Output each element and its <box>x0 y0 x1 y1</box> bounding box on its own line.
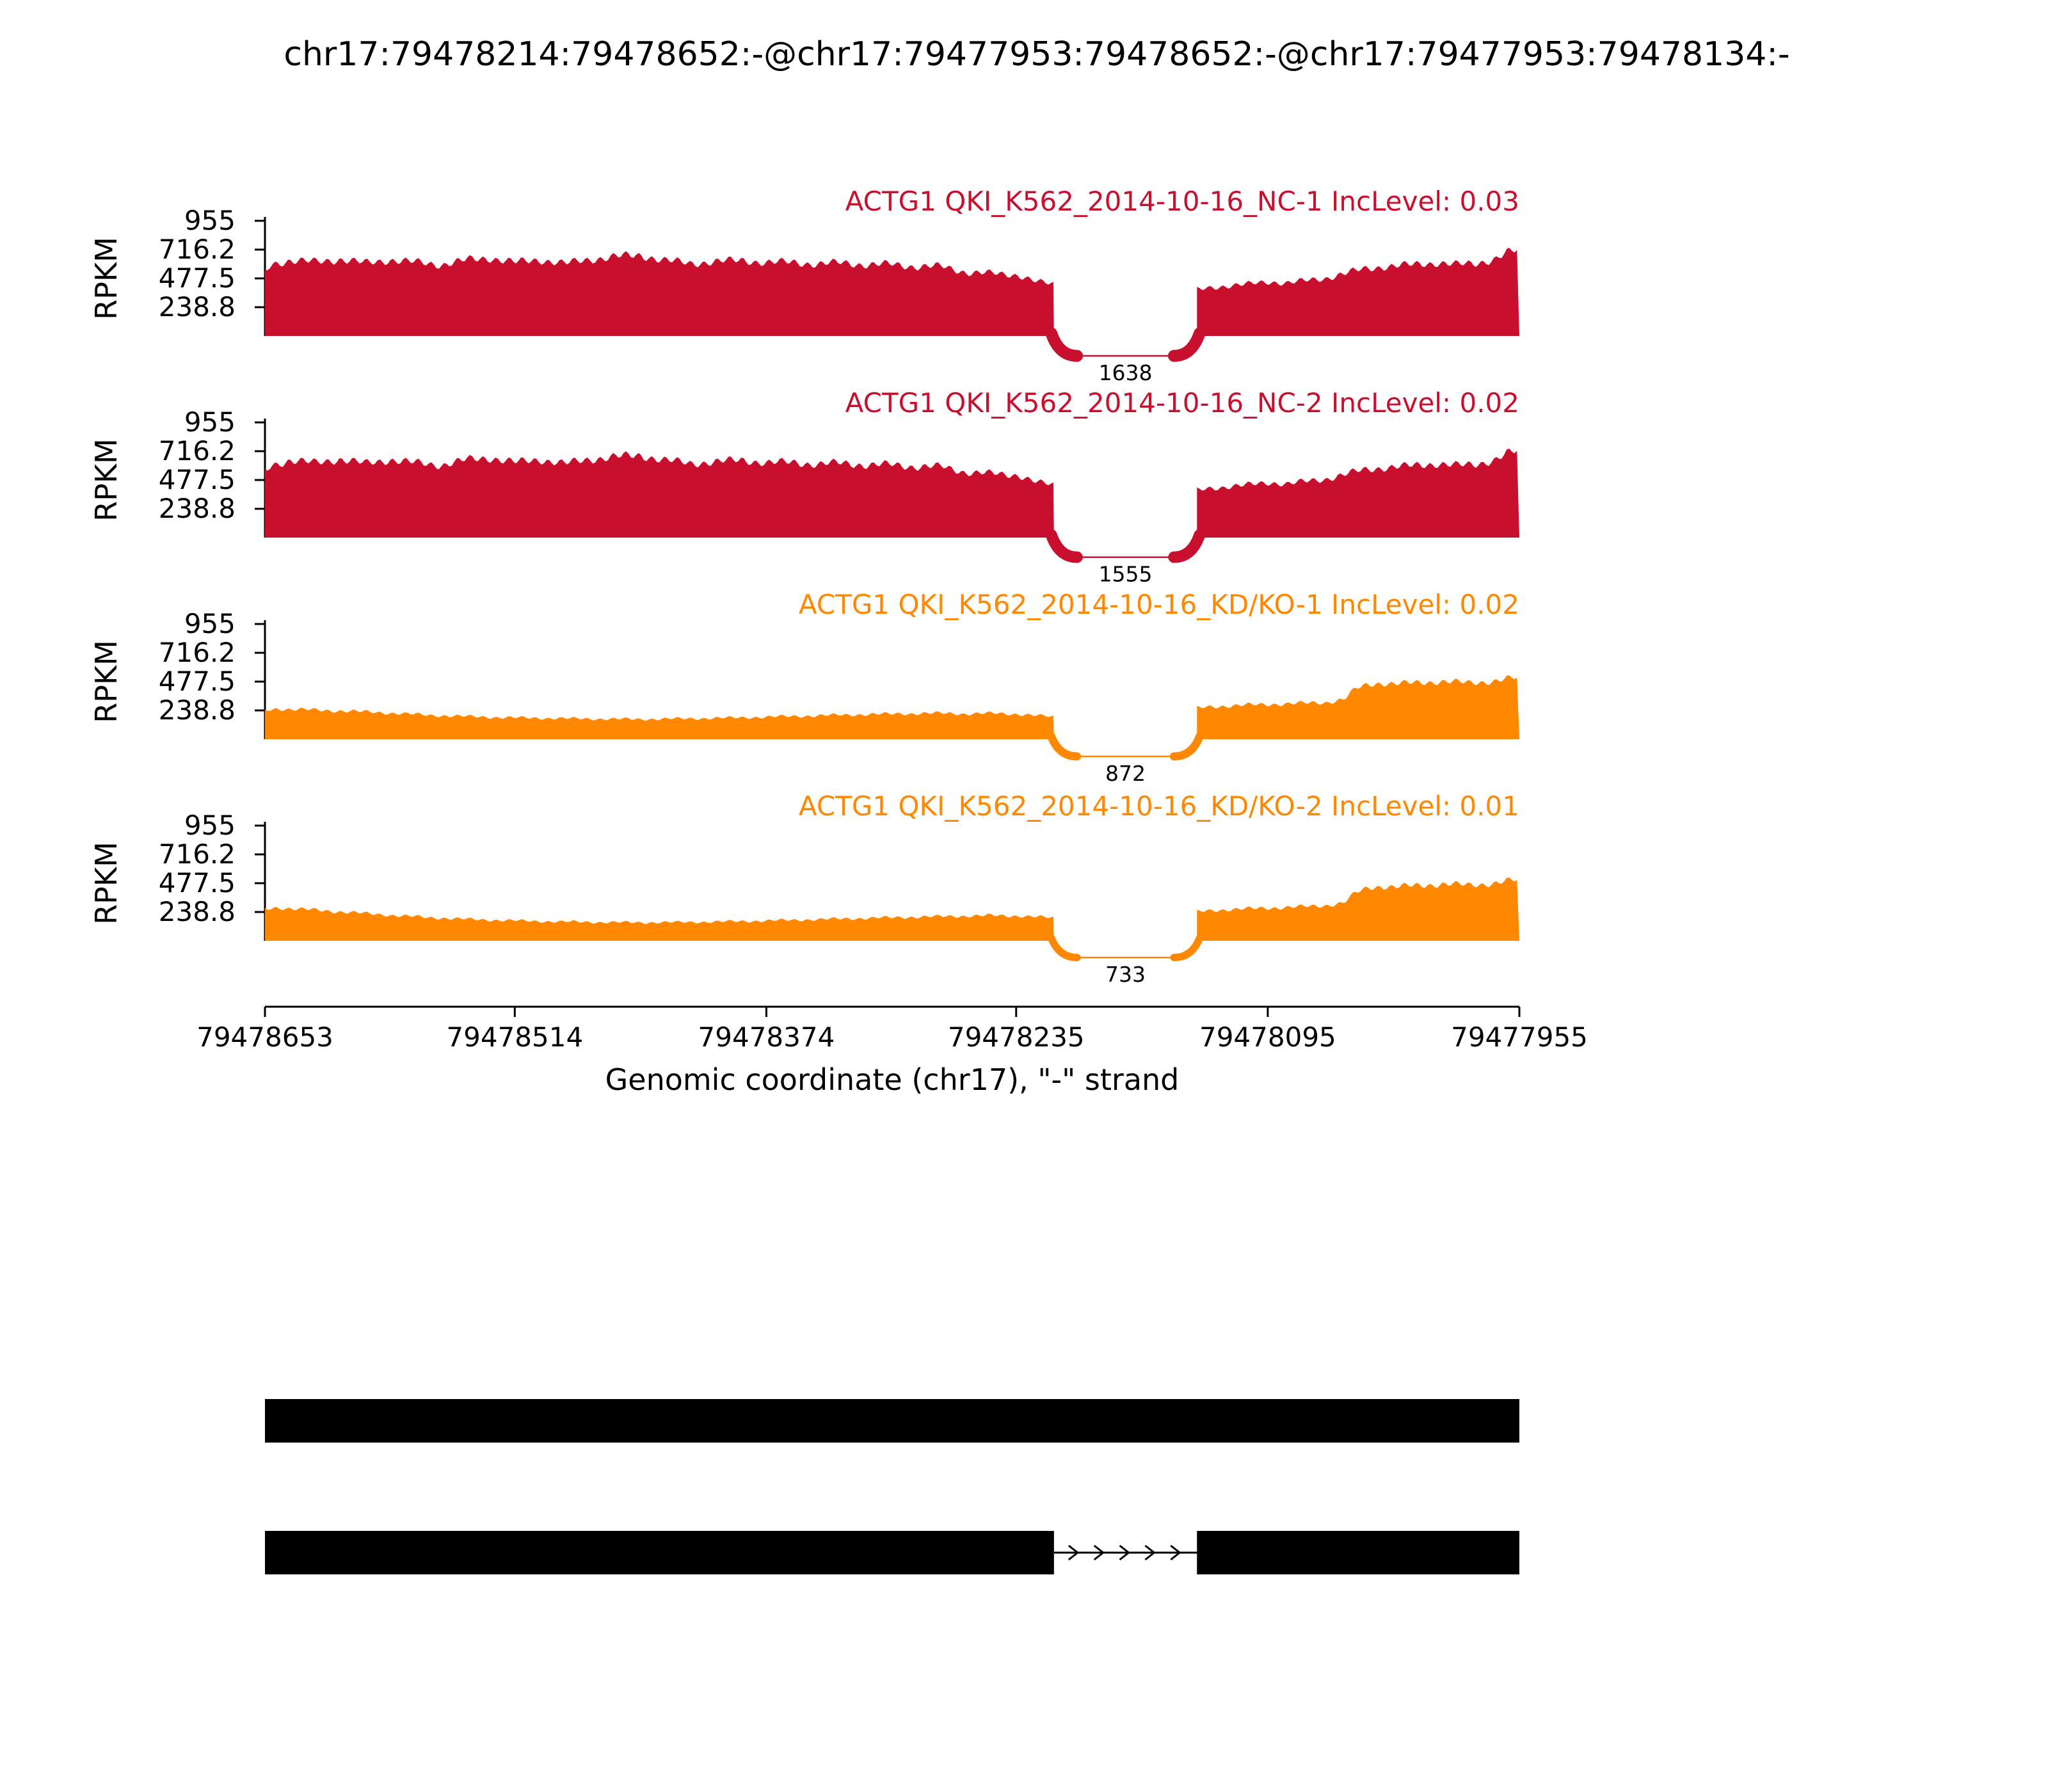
junction-count-label: 1555 <box>1099 562 1153 587</box>
coverage-area-left <box>265 251 1054 336</box>
track-label: ACTG1 QKI_K562_2014-10-16_KD/KO-2 IncLev… <box>799 790 1519 822</box>
y-axis-label: RPKM <box>89 438 124 522</box>
y-tick-label: 716.2 <box>159 637 236 668</box>
isoform-inclusion-exon <box>265 1399 1519 1443</box>
strand-arrow-icon <box>1093 1544 1105 1561</box>
junction-right-hook <box>1168 529 1206 563</box>
x-tick-label: 79478374 <box>698 1021 835 1053</box>
y-tick-label: 238.8 <box>159 291 236 323</box>
y-tick-label: 238.8 <box>159 493 236 524</box>
y-tick-label: 238.8 <box>159 694 236 726</box>
y-tick-label: 716.2 <box>159 838 236 870</box>
junction-right-hook <box>1169 732 1204 761</box>
coverage-area-left <box>265 907 1054 941</box>
isoform-skipping-exon <box>1197 1531 1519 1574</box>
x-tick-label: 79478235 <box>948 1021 1085 1053</box>
y-tick-label: 477.5 <box>159 666 236 697</box>
track-label: ACTG1 QKI_K562_2014-10-16_NC-1 IncLevel:… <box>845 186 1519 217</box>
junction-left-hook <box>1045 529 1083 563</box>
junction-count-label: 872 <box>1105 761 1146 786</box>
x-axis-title: Genomic coordinate (chr17), "-" strand <box>605 1062 1180 1097</box>
y-tick-label: 955 <box>184 810 236 841</box>
x-tick-label: 79477955 <box>1451 1021 1588 1053</box>
track-label: ACTG1 QKI_K562_2014-10-16_NC-2 IncLevel:… <box>845 387 1519 419</box>
junction-left-hook <box>1047 732 1082 761</box>
strand-arrow-icon <box>1119 1544 1130 1561</box>
y-tick-label: 477.5 <box>159 262 236 294</box>
coverage-area-right <box>1197 448 1519 538</box>
coverage-area-right <box>1197 877 1519 941</box>
y-tick-label: 716.2 <box>159 435 236 467</box>
strand-arrow-icon <box>1068 1544 1080 1561</box>
y-tick-label: 477.5 <box>159 464 236 495</box>
x-tick-label: 79478095 <box>1199 1021 1336 1053</box>
junction-left-hook <box>1048 934 1081 961</box>
y-tick-label: 955 <box>184 608 236 639</box>
isoform-skipping-exon <box>265 1531 1054 1574</box>
junction-left-hook <box>1045 327 1084 362</box>
y-tick-label: 955 <box>184 205 236 236</box>
y-axis-label: RPKM <box>89 842 124 925</box>
strand-arrow-icon <box>1144 1544 1156 1561</box>
y-tick-label: 716.2 <box>159 234 236 265</box>
y-axis-label: RPKM <box>89 237 124 320</box>
coverage-area-right <box>1197 248 1519 336</box>
junction-right-hook <box>1170 934 1204 961</box>
figure-title: chr17:79478214:79478652:-@chr17:79477953… <box>284 35 1790 74</box>
track-label: ACTG1 QKI_K562_2014-10-16_KD/KO-1 IncLev… <box>799 589 1519 620</box>
y-axis-label: RPKM <box>89 640 124 723</box>
x-tick-label: 79478514 <box>446 1021 583 1053</box>
junction-count-label: 1638 <box>1099 360 1153 385</box>
coverage-area-right <box>1197 675 1519 739</box>
junction-right-hook <box>1167 327 1206 362</box>
junction-count-label: 733 <box>1105 962 1146 987</box>
y-tick-label: 955 <box>184 406 236 438</box>
coverage-area-left <box>265 451 1054 538</box>
coverage-area-left <box>265 707 1054 739</box>
strand-arrow-icon <box>1170 1544 1181 1561</box>
y-tick-label: 238.8 <box>159 896 236 927</box>
y-tick-label: 477.5 <box>159 867 236 899</box>
x-tick-label: 79478653 <box>196 1021 333 1053</box>
